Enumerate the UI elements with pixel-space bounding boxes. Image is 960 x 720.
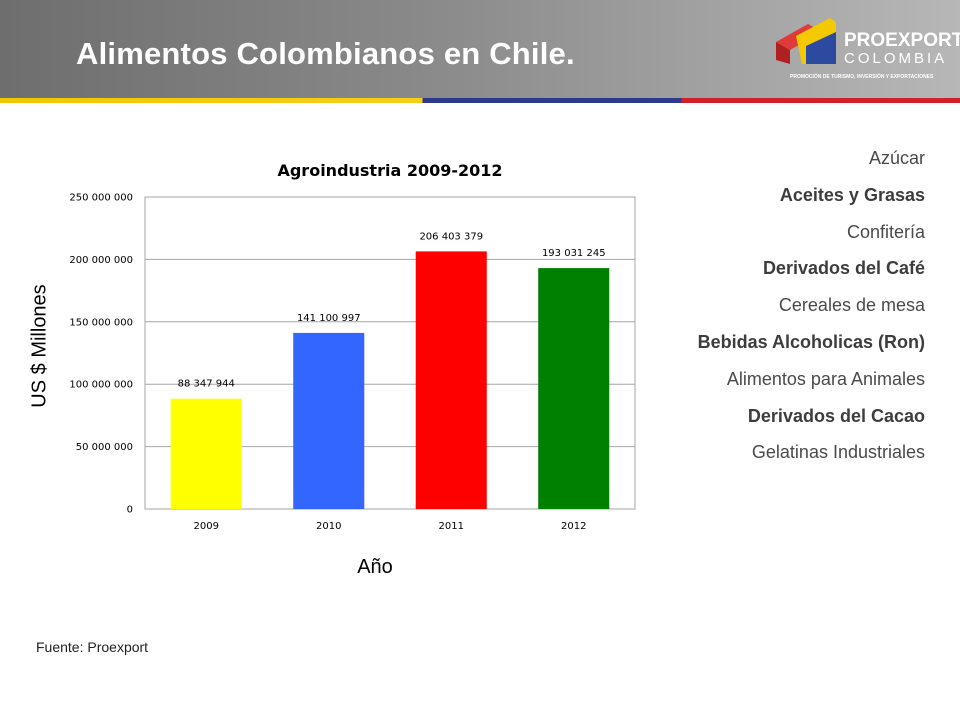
- slide-title: Alimentos Colombianos en Chile.: [76, 36, 575, 71]
- data-label-2011: 206 403 379: [419, 231, 483, 242]
- data-label-2010: 141 100 997: [297, 313, 361, 324]
- y-tick-label: 0: [127, 505, 133, 516]
- source-note: Fuente: Proexport: [36, 639, 149, 655]
- y-tick-label: 100 000 000: [69, 380, 133, 391]
- x-axis-label: Año: [357, 556, 393, 578]
- proexport-logo-icon: [776, 18, 836, 64]
- logo-tagline: PROMOCIÓN DE TURISMO, INVERSIÓN Y EXPORT…: [790, 74, 934, 80]
- x-tick-label: 2012: [561, 521, 586, 532]
- bar-2011: [415, 251, 487, 510]
- x-tick-label: 2010: [316, 521, 341, 532]
- product-item: Derivados del Café: [762, 258, 925, 279]
- x-tick-label: 2009: [194, 521, 219, 532]
- y-tick-label: 200 000 000: [69, 255, 133, 266]
- slide-header: Alimentos Colombianos en Chile. PROEXPOR…: [0, 0, 960, 100]
- product-item: Alimentos para Animales: [726, 368, 925, 389]
- product-item: Bebidas Alcoholicas (Ron): [697, 331, 925, 352]
- color-stripe: [0, 98, 960, 103]
- logo-name: PROEXPORT: [844, 30, 960, 51]
- data-label-2012: 193 031 245: [542, 248, 606, 259]
- product-list: Azúcar Aceites y Grasas Confitería Derivado…: [625, 140, 925, 471]
- y-tick-label: 50 000 000: [76, 442, 133, 453]
- chart-container: Agroindustria 2009-2012 0 50 000 000 100 00…: [20, 140, 660, 580]
- chart-title: Agroindustria 2009-2012: [277, 161, 502, 180]
- product-item: Aceites y Grasas: [779, 184, 925, 205]
- product-item: Gelatinas Industriales: [751, 442, 925, 463]
- proexport-logo: PROEXPORT COLOMBIA PROMOCIÓN DE TURISMO,…: [774, 16, 960, 86]
- bar-2010: [293, 332, 365, 509]
- product-item: Confitería: [846, 221, 925, 242]
- bar-chart: Agroindustria 2009-2012 0 50 000 000 100 00…: [69, 161, 636, 532]
- y-tick-label: 250 000 000: [69, 193, 133, 204]
- product-item: Azúcar: [868, 148, 925, 168]
- bar-2009: [170, 398, 242, 509]
- y-tick-label: 150 000 000: [69, 317, 133, 328]
- product-item: Cereales de mesa: [778, 295, 925, 316]
- bar-2012: [538, 268, 610, 509]
- product-item: Derivados del Cacao: [747, 405, 925, 426]
- x-tick-label: 2011: [439, 521, 464, 532]
- data-label-2009: 88 347 944: [178, 379, 235, 390]
- y-axis-label: US $ Millones: [28, 284, 51, 408]
- plot-area: [144, 196, 636, 510]
- logo-subtitle: COLOMBIA: [844, 50, 948, 67]
